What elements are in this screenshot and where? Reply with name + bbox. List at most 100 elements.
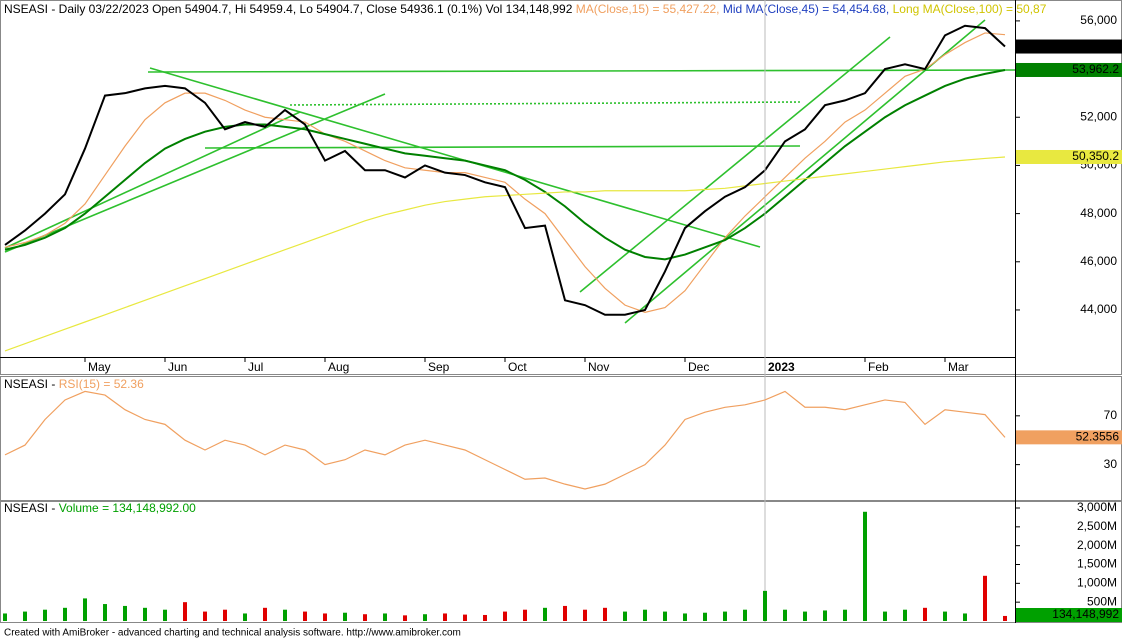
y-tick-label: 70 [1104,408,1118,422]
volume-bar [383,613,387,621]
y-tick-label: 30 [1104,457,1118,471]
volume-bar [523,609,527,621]
value-label-box [1016,608,1122,622]
volume-bar [23,611,27,621]
x-tick-label: Jun [168,360,187,374]
x-tick-label: Mar [948,360,969,374]
trend-line [579,36,891,293]
volume-bar [743,609,747,621]
volume-bar [943,611,947,621]
volume-bar [643,609,647,621]
value-label-box [1016,39,1122,54]
y-tick-label: 44,000 [1080,302,1117,316]
y-tick-label: 500M [1087,594,1117,608]
legend-entry: Long MA(Close,100) = 50,87 [893,2,1047,16]
value-label: 52.3556 [1076,430,1120,444]
volume-bar [863,511,867,621]
title: NSEASI - [4,377,55,391]
value-label: 54,936.1 [1072,39,1119,53]
volume-panel-frame [0,501,1122,623]
series-line [4,156,1006,352]
volume-bar [583,609,587,621]
volume-bar [143,607,147,621]
x-tick-label: Nov [588,360,609,374]
volume-bar [203,611,207,621]
volume-bar [123,605,127,621]
trend-line [4,93,386,253]
legend-entry: Mid MA(Close,45) = 54,454.68, [723,2,889,16]
volume-bar [483,614,487,621]
volume-bar [923,607,927,621]
value-label-box [1016,62,1122,77]
volume-bar [663,611,667,621]
y-tick-label: 48,000 [1080,206,1117,220]
trend-line [147,69,1016,73]
volume-bar [823,610,827,621]
volume-bar [963,613,967,621]
volume-bar [563,605,567,621]
value-label: 53,962.2 [1072,62,1119,76]
trend-line [289,101,801,106]
value-label-box [1016,430,1122,445]
title: NSEASI - [4,501,55,515]
trend-line [204,145,801,149]
volume-bar [403,615,407,621]
value-label: 134,148,992 [1052,607,1119,621]
trend-line [149,67,761,248]
x-tick-label: Sep [428,360,450,374]
close-line [4,24,1006,316]
price-panel-frame [0,0,1122,375]
volume-bar [223,609,227,621]
volume-bar [763,590,767,621]
volume-bar [603,607,607,621]
x-tick-label: Aug [328,360,349,374]
x-tick-label: May [88,360,111,374]
value-label: 50,350.2 [1072,149,1119,163]
x-tick-label: Oct [508,360,527,374]
volume-bar [903,609,907,621]
volume-bar [263,607,267,621]
volume-bar [183,602,187,621]
legend-entry: RSI(15) = 52.36 [59,377,144,391]
volume-bar [63,607,67,621]
volume-bar [283,609,287,621]
trend-line [4,111,301,249]
volume-bar [303,611,307,621]
volume-bar [503,611,507,621]
y-tick-label: 52,000 [1080,109,1117,123]
y-tick-label: 56,000 [1080,13,1117,27]
y-tick-label: 1,000M [1077,576,1117,590]
y-tick-label: 1,500M [1077,557,1117,571]
volume-bar [803,611,807,621]
volume-bar [623,611,627,621]
volume-bar [543,607,547,621]
volume-bar [43,609,47,621]
volume-bar [1003,615,1007,621]
volume-bar [703,612,707,621]
volume-bar [723,611,727,621]
volume-bar [783,609,787,621]
volume-bar [363,614,367,621]
volume-bar [683,613,687,621]
series-line [4,390,1006,490]
value-label-box [1016,149,1122,164]
title: NSEASI - Daily 03/22/2023 Open 54904.7, … [4,2,573,16]
y-tick-label: 46,000 [1080,254,1117,268]
y-tick-label: 2,500M [1077,519,1117,533]
x-tick-label: 2023 [768,360,795,374]
volume-bar [103,604,107,621]
volume-bar [883,611,887,621]
panel-title: NSEASI - RSI(15) = 52.36 [4,377,144,391]
volume-bar [323,613,327,621]
volume-bar [83,598,87,621]
trend-line [624,19,986,324]
x-tick-label: Dec [688,360,709,374]
panel-title: NSEASI - Volume = 134,148,992.00 [4,501,196,515]
legend-entry: Volume = 134,148,992.00 [59,501,196,515]
volume-bar [343,612,347,621]
x-tick-label: Feb [868,360,889,374]
rsi-panel-frame [0,376,1122,501]
volume-bar [443,613,447,621]
